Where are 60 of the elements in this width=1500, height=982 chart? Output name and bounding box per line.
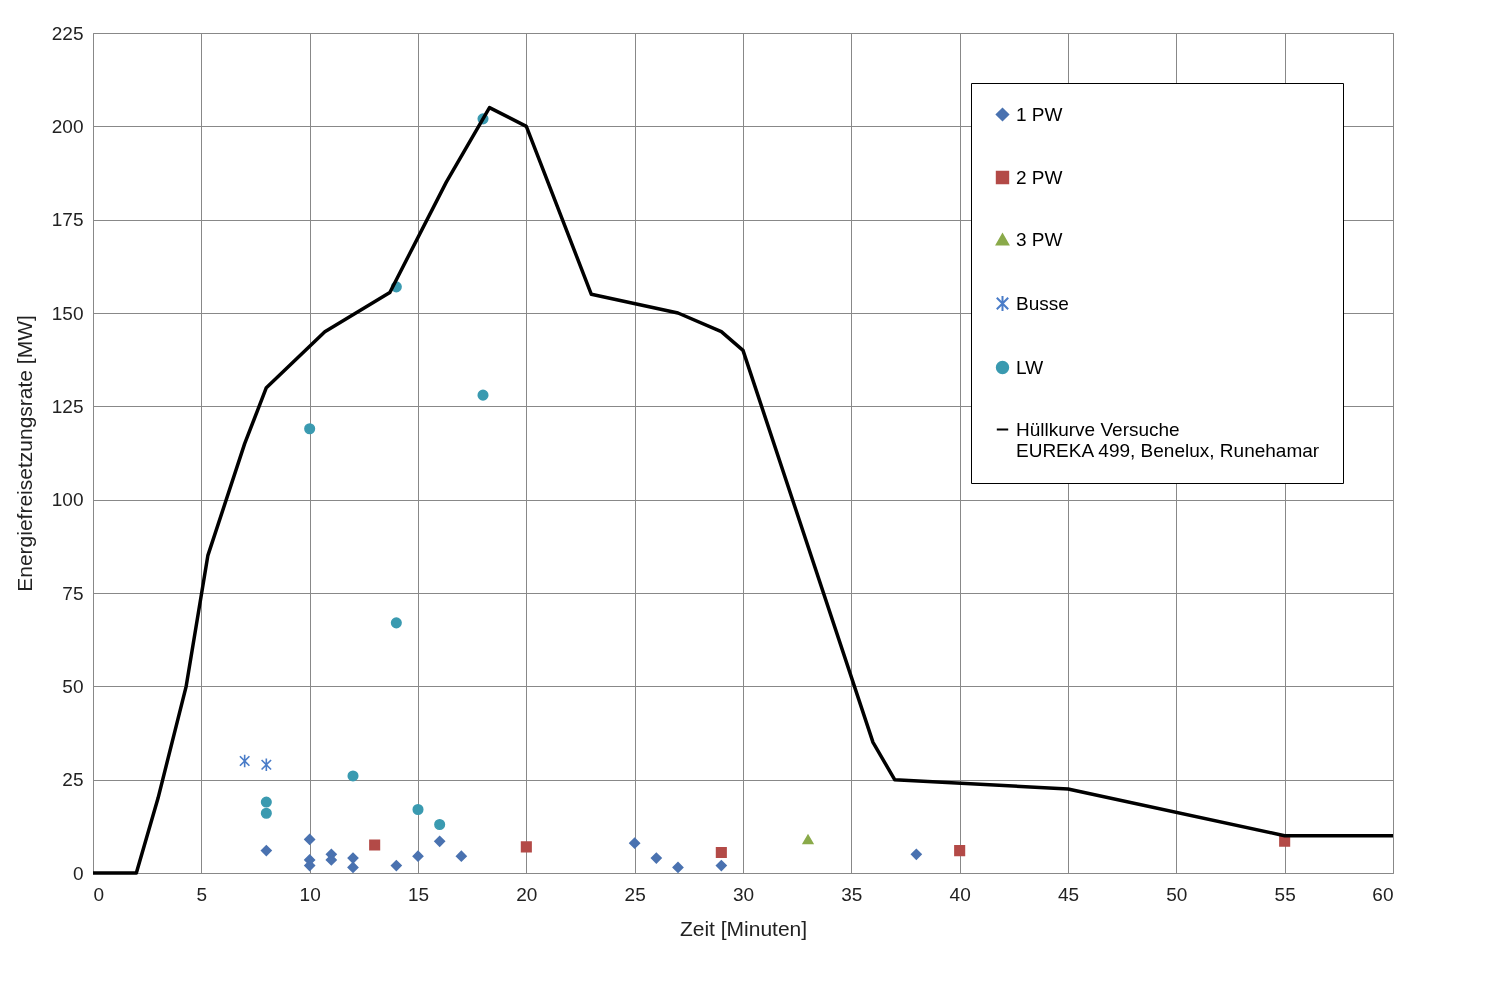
y-tick-label: 200 xyxy=(51,115,84,137)
point xyxy=(412,850,424,862)
point xyxy=(369,839,381,851)
x-tick-label: 0 xyxy=(93,883,105,905)
y-tick-label: 100 xyxy=(51,489,84,511)
point xyxy=(390,859,402,872)
x-tick-label: 15 xyxy=(407,883,430,905)
point xyxy=(347,861,359,873)
x-tick-label: 50 xyxy=(1166,883,1188,905)
point xyxy=(520,841,532,853)
point xyxy=(304,833,316,845)
point xyxy=(650,852,662,864)
y-axis-title: Energiefreisetzungsrate [MW] xyxy=(12,315,36,592)
point xyxy=(455,850,467,862)
legend-label: LW xyxy=(1016,356,1044,378)
x-tick-label: 55 xyxy=(1274,883,1296,905)
point xyxy=(304,423,316,435)
point xyxy=(347,770,359,782)
point xyxy=(260,845,272,857)
point xyxy=(477,389,489,401)
legend-label: Hüllkurve Versuche EUREKA 499, Benelux, Runehamar xyxy=(1016,418,1320,461)
x-tick-label: 25 xyxy=(624,883,646,905)
point xyxy=(412,804,424,816)
point xyxy=(954,845,966,857)
point xyxy=(802,834,814,845)
y-tick-label: 25 xyxy=(62,769,84,791)
y-tick-label: 225 xyxy=(51,22,84,44)
y-tick-label: 75 xyxy=(62,582,84,604)
y-tick-label: 150 xyxy=(51,302,84,324)
x-tick-label: 60 xyxy=(1372,883,1394,905)
point xyxy=(715,859,727,872)
legend-label: 1 PW xyxy=(1016,103,1063,125)
point xyxy=(434,818,446,830)
x-tick-label: 10 xyxy=(299,883,321,905)
point xyxy=(910,848,922,860)
legend-label: 3 PW xyxy=(1016,228,1063,250)
point xyxy=(260,807,272,819)
x-axis-title: Zeit [Minuten] xyxy=(679,916,808,940)
y-tick-label: 50 xyxy=(62,675,84,697)
point xyxy=(390,617,402,629)
point xyxy=(715,846,727,859)
y-tick-label: 125 xyxy=(51,395,84,417)
point xyxy=(260,757,272,772)
x-tick-label: 30 xyxy=(732,883,755,905)
point xyxy=(239,754,251,768)
point xyxy=(629,837,641,849)
x-tick-label: 45 xyxy=(1057,883,1080,905)
y-tick-label: 175 xyxy=(51,209,84,231)
y-tick-label: 0 xyxy=(72,862,84,884)
point xyxy=(1279,835,1291,847)
x-tick-label: 35 xyxy=(841,883,863,905)
legend-label: Busse xyxy=(1016,292,1069,314)
x-tick-label: 20 xyxy=(516,883,538,905)
x-tick-label: 40 xyxy=(949,883,971,905)
line-series xyxy=(91,105,1395,875)
point xyxy=(434,835,446,847)
x-tick-label: 5 xyxy=(196,883,208,905)
point xyxy=(260,796,272,808)
legend-label: 2 PW xyxy=(1016,166,1063,188)
point xyxy=(672,861,684,873)
